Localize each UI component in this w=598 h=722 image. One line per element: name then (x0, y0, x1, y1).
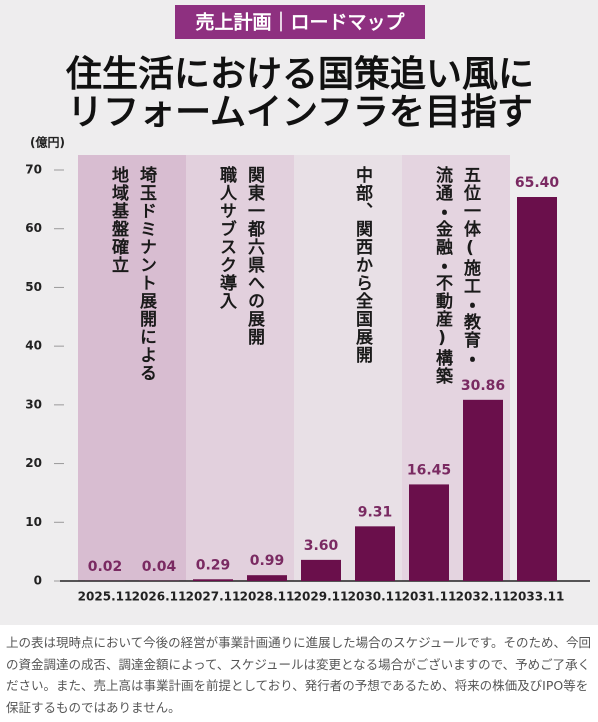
phase-line: 埼玉ドミナント展開による (136, 166, 156, 382)
y-tick-label: 30 (25, 397, 42, 411)
bar (517, 197, 557, 581)
value-label: 0.04 (142, 559, 177, 575)
value-label: 16.45 (407, 462, 451, 478)
value-label: 30.86 (461, 378, 505, 394)
phase-band (78, 155, 186, 581)
phase-band (294, 155, 402, 581)
y-axis-label: (億円) (30, 135, 65, 150)
y-tick-label: 20 (25, 456, 42, 470)
x-tick-label: 2028.11 (240, 590, 295, 604)
bar (193, 579, 233, 581)
bar (409, 484, 449, 581)
phase-label: 五位一体(施工・教育・ 流通・金融・不動産)構築 (402, 166, 484, 567)
phase-label: 中部、関西から全国展開 (294, 166, 376, 567)
phase-line: 地域基盤確立 (108, 166, 128, 274)
x-tick-label: 2032.11 (456, 590, 511, 604)
y-tick-label: 60 (25, 221, 42, 235)
phase-line: 流通・金融・不動産)構築 (432, 166, 452, 385)
chart: 売上計画｜ロードマップ 住生活における国策追い風に リフォームインフラを目指す … (0, 0, 598, 625)
x-tick-label: 2025.11 (78, 590, 133, 604)
phase-line: 中部、関西から全国展開 (352, 166, 372, 364)
phase-line: 関東一都六県への展開 (244, 166, 264, 346)
bar (247, 575, 287, 581)
footnote: 上の表は現時点において今後の経営が事業計画通りに進展した場合のスケジュールです。… (6, 635, 592, 715)
bar (355, 526, 395, 581)
value-label: 65.40 (515, 175, 560, 191)
value-label: 0.29 (196, 557, 231, 573)
x-tick-label: 2033.11 (510, 590, 565, 604)
x-tick-label: 2030.11 (348, 590, 403, 604)
chart-title: リフォームインフラを目指す (67, 92, 533, 133)
bar (301, 559, 341, 581)
y-tick-label: 50 (25, 280, 42, 294)
x-tick-label: 2027.11 (186, 590, 241, 604)
y-tick-label: 70 (25, 163, 42, 177)
y-tick-label: 40 (25, 339, 42, 353)
value-label: 0.99 (250, 553, 285, 569)
y-tick-label: 10 (25, 515, 42, 529)
x-tick-label: 2031.11 (402, 590, 457, 604)
x-tick-label: 2029.11 (294, 590, 349, 604)
y-tick-label: 0 (34, 574, 42, 588)
phase-label: 関東一都六県への展開 職人サブスク導入 (186, 166, 268, 567)
phase-line: 五位一体(施工・教育・ (460, 166, 480, 367)
badge-box (175, 5, 425, 39)
chart-title: 住生活における国策追い風に (65, 54, 534, 95)
value-label: 0.02 (88, 559, 123, 575)
badge: 売上計画｜ロードマップ (195, 11, 405, 34)
value-label: 3.60 (304, 538, 339, 554)
phase-band (186, 155, 294, 581)
x-tick-label: 2026.11 (132, 590, 187, 604)
bar (463, 399, 503, 581)
value-label: 9.31 (358, 504, 393, 520)
phase-line: 職人サブスク導入 (216, 166, 236, 310)
phase-label: 埼玉ドミナント展開による 地域基盤確立 (78, 166, 160, 567)
